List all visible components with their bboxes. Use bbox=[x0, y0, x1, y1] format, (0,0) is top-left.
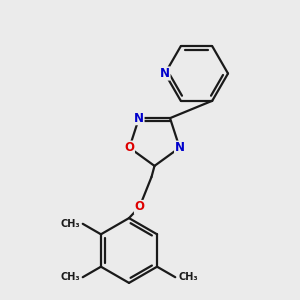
Text: N: N bbox=[134, 112, 144, 124]
Text: CH₃: CH₃ bbox=[60, 272, 80, 282]
Text: O: O bbox=[124, 141, 134, 154]
Text: O: O bbox=[134, 200, 145, 214]
Text: CH₃: CH₃ bbox=[178, 272, 198, 282]
Text: N: N bbox=[175, 141, 184, 154]
Text: N: N bbox=[160, 67, 170, 80]
Text: CH₃: CH₃ bbox=[60, 219, 80, 229]
